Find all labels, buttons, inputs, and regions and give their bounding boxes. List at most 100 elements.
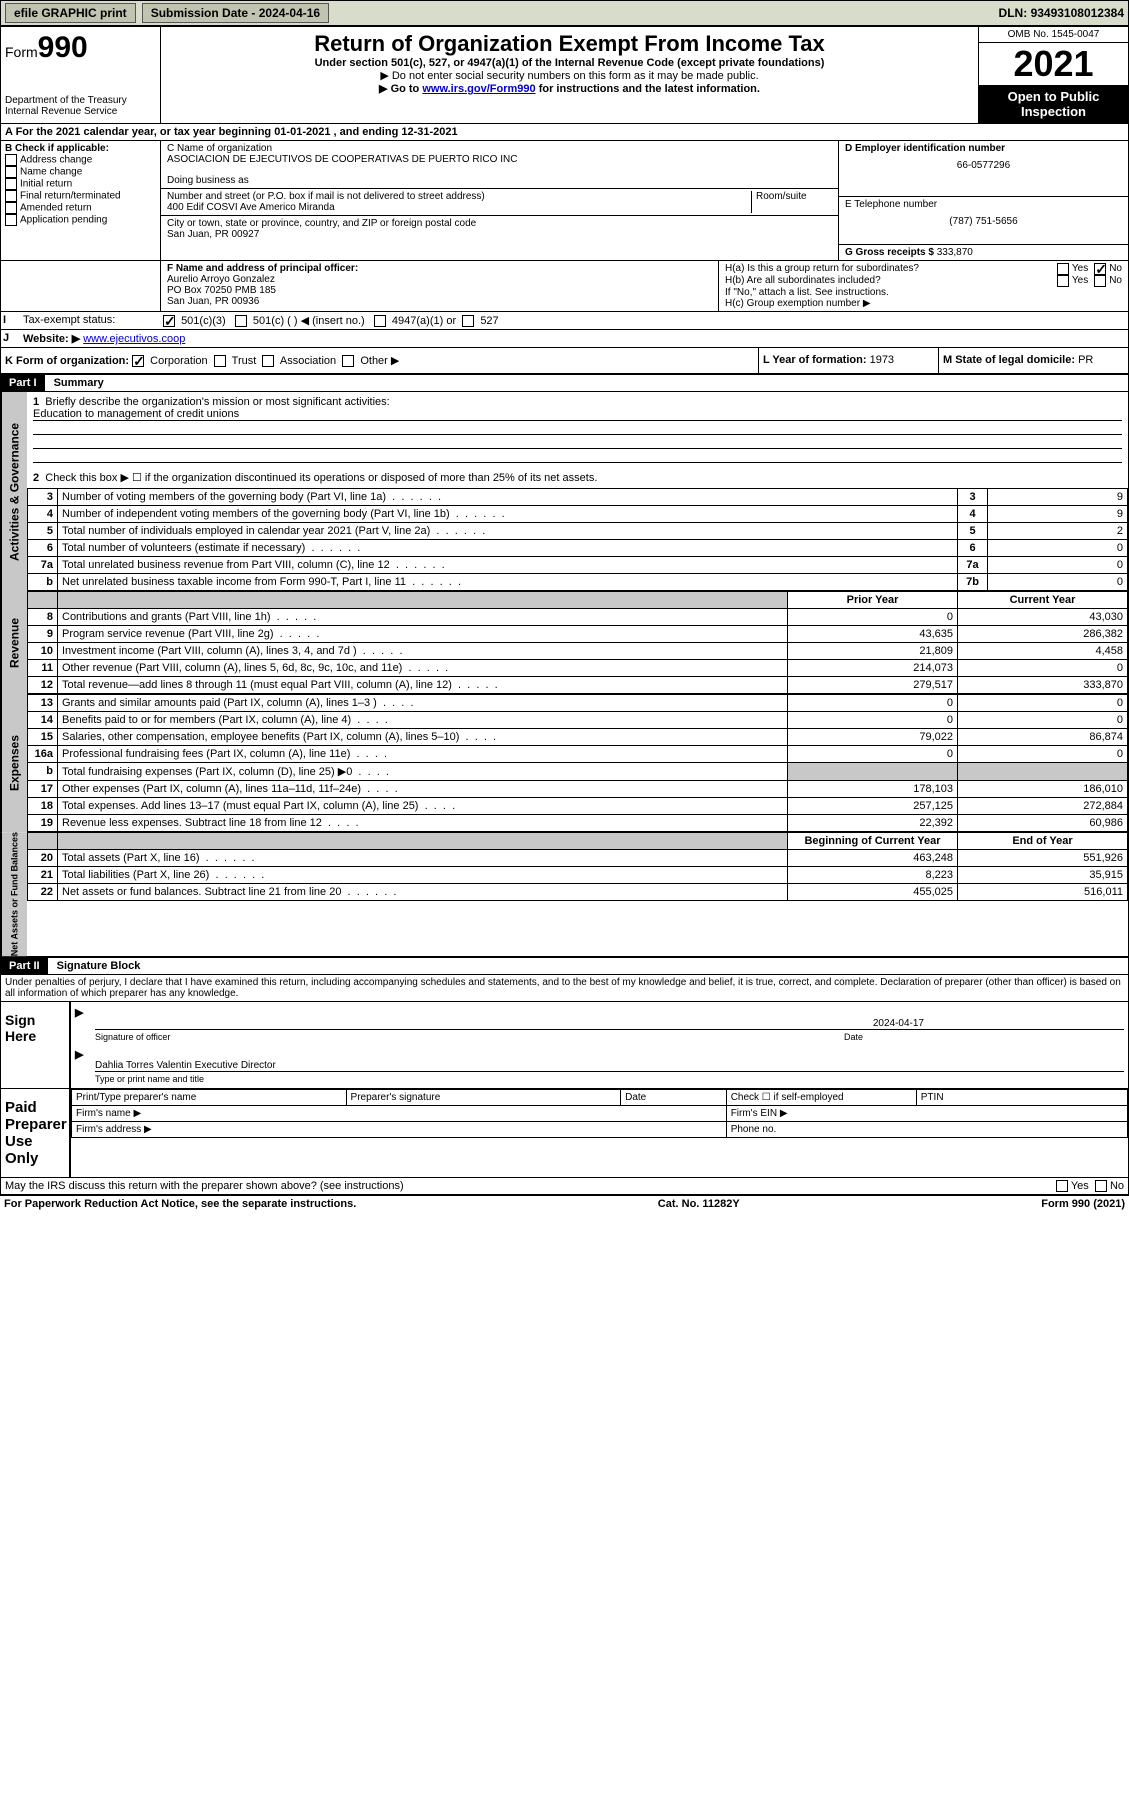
blank-line xyxy=(33,449,1122,463)
ha-yes-chk[interactable] xyxy=(1057,263,1069,275)
line-text: Benefits paid to or for members (Part IX… xyxy=(58,712,788,729)
prior-val: 257,125 xyxy=(788,798,958,815)
k-label: K Form of organization: xyxy=(5,355,129,367)
chk-assoc[interactable] xyxy=(262,355,274,367)
hb-yes: Yes xyxy=(1072,275,1088,287)
hb-note: If "No," attach a list. See instructions… xyxy=(725,287,1122,298)
hb-yes-chk[interactable] xyxy=(1057,275,1069,287)
begin-val: 8,223 xyxy=(788,867,958,884)
side-rev: Revenue xyxy=(1,591,27,694)
j-label: Website: ▶ xyxy=(23,333,80,345)
name-title-label: Type or print name and title xyxy=(95,1074,1124,1084)
prep-ptin-hdr: PTIN xyxy=(916,1090,1127,1106)
prior-val: 0 xyxy=(788,695,958,712)
table-row: Prior Year Current Year xyxy=(28,592,1128,609)
prior-val: 21,809 xyxy=(788,643,958,660)
city-val: San Juan, PR 00927 xyxy=(167,229,832,240)
line-text: Total expenses. Add lines 13–17 (must eq… xyxy=(58,798,788,815)
opt-4947: 4947(a)(1) or xyxy=(392,315,456,327)
line-no: 9 xyxy=(28,626,58,643)
chk-amended[interactable]: Amended return xyxy=(5,202,156,214)
discuss-yes-chk[interactable] xyxy=(1056,1180,1068,1192)
prior-val: 214,073 xyxy=(788,660,958,677)
preparer-section: Paid Preparer Use Only Print/Type prepar… xyxy=(1,1089,1128,1178)
prep-date-hdr: Date xyxy=(621,1090,727,1106)
box-no: 4 xyxy=(958,506,988,523)
current-val: 43,030 xyxy=(958,609,1128,626)
line-text: Program service revenue (Part VIII, line… xyxy=(58,626,788,643)
gov-block: Activities & Governance 1 Briefly descri… xyxy=(1,392,1128,591)
form-container: Form990 Department of the Treasury Inter… xyxy=(0,26,1129,1196)
prior-val: 79,022 xyxy=(788,729,958,746)
current-val: 272,884 xyxy=(958,798,1128,815)
website-link[interactable]: www.ejecutivos.coop xyxy=(83,333,185,345)
chk-final[interactable]: Final return/terminated xyxy=(5,190,156,202)
chk-501c[interactable] xyxy=(235,315,247,327)
org-name: ASOCIACION DE EJECUTIVOS DE COOPERATIVAS… xyxy=(167,154,832,165)
ein-val: 66-0577296 xyxy=(845,160,1122,171)
hb-no: No xyxy=(1109,275,1122,287)
line-text: Number of voting members of the governin… xyxy=(58,489,958,506)
chk-name[interactable]: Name change xyxy=(5,166,156,178)
table-row: 4 Number of independent voting members o… xyxy=(28,506,1128,523)
part2-hdr: Part II xyxy=(1,958,48,974)
q1-num: 1 xyxy=(33,396,39,408)
current-val: 60,986 xyxy=(958,815,1128,832)
ha-no-chk[interactable] xyxy=(1094,263,1106,275)
gross-val: 333,870 xyxy=(937,247,973,258)
discuss-no-chk[interactable] xyxy=(1095,1180,1107,1192)
sign-date: 2024-04-17 xyxy=(873,1018,924,1029)
chk-address-label: Address change xyxy=(20,155,92,166)
chk-other[interactable] xyxy=(342,355,354,367)
line-no: 13 xyxy=(28,695,58,712)
h-b: H(b) Are all subordinates included? Yes … xyxy=(725,275,1122,287)
box-no: 5 xyxy=(958,523,988,540)
line-no: b xyxy=(28,763,58,781)
sig-date-label: Date xyxy=(844,1032,1124,1042)
chk-corp[interactable] xyxy=(132,355,144,367)
line-text: Grants and similar amounts paid (Part IX… xyxy=(58,695,788,712)
q1-answer: Education to management of credit unions xyxy=(33,408,1122,421)
subtitle-3: ▶ Go to www.irs.gov/Form990 for instruct… xyxy=(165,82,974,95)
chk-4947[interactable] xyxy=(374,315,386,327)
efile-btn[interactable]: efile GRAPHIC print xyxy=(5,3,136,23)
line-text: Number of independent voting members of … xyxy=(58,506,958,523)
sub3-post: for instructions and the latest informat… xyxy=(536,83,760,95)
footer-right: Form 990 (2021) xyxy=(1041,1198,1125,1210)
current-val xyxy=(958,763,1128,781)
room-label: Room/suite xyxy=(752,191,832,213)
chk-501c3[interactable] xyxy=(163,315,175,327)
current-val: 186,010 xyxy=(958,781,1128,798)
irs-link[interactable]: www.irs.gov/Form990 xyxy=(422,83,535,95)
hb-no-chk[interactable] xyxy=(1094,275,1106,287)
begin-val: 463,248 xyxy=(788,850,958,867)
org-name-label: C Name of organization xyxy=(167,143,832,154)
chk-initial[interactable]: Initial return xyxy=(5,178,156,190)
f-label: F Name and address of principal officer: xyxy=(167,263,712,274)
chk-address[interactable]: Address change xyxy=(5,154,156,166)
line-no: 15 xyxy=(28,729,58,746)
section-bcdeg: B Check if applicable: Address change Na… xyxy=(1,141,1128,261)
f-addr2: San Juan, PR 00936 xyxy=(167,296,712,307)
ha-no: No xyxy=(1109,263,1122,275)
chk-pending[interactable]: Application pending xyxy=(5,214,156,226)
prior-val: 279,517 xyxy=(788,677,958,694)
chk-527[interactable] xyxy=(462,315,474,327)
current-val: 0 xyxy=(958,695,1128,712)
street-label: Number and street (or P.O. box if mail i… xyxy=(167,191,747,202)
street-val: 400 Edif COSVI Ave Americo Miranda xyxy=(167,202,747,213)
submission-date-btn[interactable]: Submission Date - 2024-04-16 xyxy=(142,3,329,23)
page-footer: For Paperwork Reduction Act Notice, see … xyxy=(0,1196,1129,1212)
line-no: 5 xyxy=(28,523,58,540)
phone-label: E Telephone number xyxy=(845,199,1122,210)
table-row: 15 Salaries, other compensation, employe… xyxy=(28,729,1128,746)
chk-trust[interactable] xyxy=(214,355,226,367)
gross-label: G Gross receipts $ xyxy=(845,247,934,258)
current-val: 333,870 xyxy=(958,677,1128,694)
sub3-pre: ▶ Go to xyxy=(379,83,422,95)
i-label: Tax-exempt status: xyxy=(21,312,161,329)
tax-year: 2021 xyxy=(979,43,1128,85)
dln-label: DLN: xyxy=(999,6,1028,20)
section-f: F Name and address of principal officer:… xyxy=(161,261,718,311)
line-text: Salaries, other compensation, employee b… xyxy=(58,729,788,746)
